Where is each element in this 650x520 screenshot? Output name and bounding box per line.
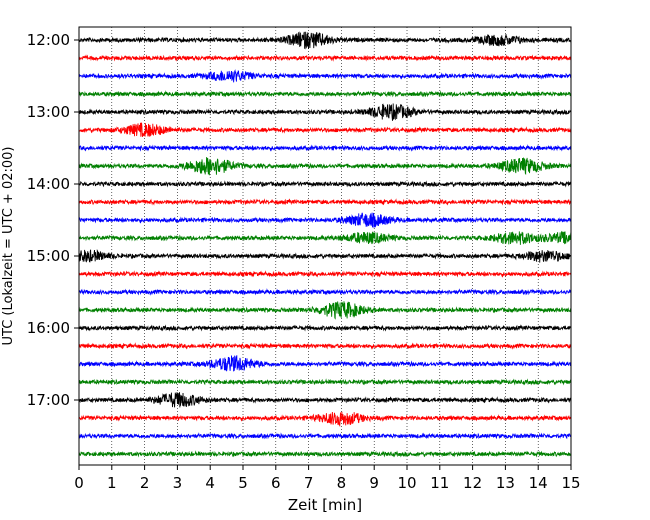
grid-lines: [111, 27, 539, 465]
x-tick-label: 7: [304, 474, 314, 492]
x-tick-label: 11: [430, 474, 449, 492]
trace-line: [78, 31, 572, 50]
x-tick-label: 6: [271, 474, 281, 492]
x-tick-label: 10: [397, 474, 416, 492]
trace-line: [78, 90, 572, 98]
x-tick-label: 1: [107, 474, 117, 492]
x-tick-label: 14: [529, 474, 548, 492]
x-tick-label: 12: [463, 474, 482, 492]
x-axis-label: Zeit [min]: [288, 496, 362, 514]
x-tick-label: 0: [74, 474, 84, 492]
y-axis-label: UTC (Lokalzeit = UTC + 02:00): [1, 147, 16, 346]
trace-line: [78, 355, 572, 372]
y-tick-label: 14:00: [27, 175, 70, 193]
trace-line: [78, 270, 572, 278]
trace-line: [78, 212, 572, 228]
trace-line: [78, 248, 572, 263]
x-tick-label: 15: [561, 474, 580, 492]
trace-line: [78, 54, 572, 62]
trace-line: [78, 378, 572, 386]
trace-line: [78, 288, 572, 296]
trace-line: [78, 103, 572, 121]
trace-line: [78, 411, 572, 428]
y-axis-ticks: 12:00 13:00 14:00 15:00 16:00 17:00: [27, 31, 79, 409]
x-tick-label: 13: [496, 474, 515, 492]
trace-line: [78, 122, 572, 138]
x-tick-label: 9: [369, 474, 379, 492]
x-tick-label: 2: [140, 474, 150, 492]
trace-line: [78, 69, 572, 83]
x-tick-label: 8: [337, 474, 347, 492]
y-tick-label: 17:00: [27, 391, 70, 409]
x-tick-label: 3: [173, 474, 183, 492]
trace-line: [78, 392, 572, 408]
trace-line: [78, 157, 572, 176]
y-tick-label: 15:00: [27, 247, 70, 265]
trace-line: [78, 342, 572, 350]
y-tick-label: 13:00: [27, 103, 70, 121]
y-tick-label: 16:00: [27, 319, 70, 337]
trace-line: [78, 230, 572, 245]
trace-line: [78, 180, 572, 188]
y-tick-label: 12:00: [27, 31, 70, 49]
x-tick-label: 5: [238, 474, 248, 492]
trace-line: [78, 450, 572, 458]
trace-line: [78, 432, 572, 440]
x-axis-ticks: 0 1 2 3 4 5 6 7 8 9 10 11 12 13 14 15: [74, 465, 581, 492]
trace-line: [78, 301, 572, 320]
x-tick-label: 4: [205, 474, 215, 492]
trace-line: [78, 324, 572, 332]
traces: [78, 31, 572, 458]
trace-line: [78, 198, 572, 206]
plot-frame: [78, 26, 572, 466]
trace-line: [78, 144, 572, 152]
